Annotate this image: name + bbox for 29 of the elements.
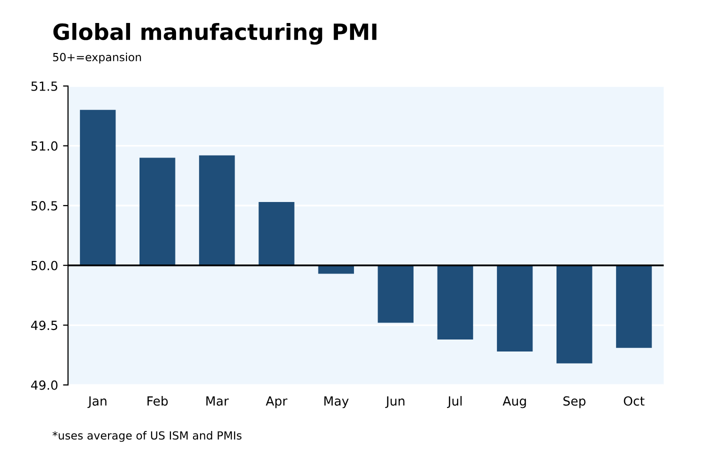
bar bbox=[496, 265, 533, 352]
bar bbox=[318, 265, 354, 274]
bar bbox=[616, 265, 652, 348]
x-tick-label: Aug bbox=[502, 396, 526, 408]
text: *uses average of US ISM and PMIs bbox=[52, 431, 242, 442]
chart-subtitle: 50+=expansion bbox=[53, 52, 141, 64]
x-tick-label: Jun bbox=[385, 396, 404, 408]
x-tick-label: Oct bbox=[624, 396, 644, 406]
x-tick-label: Apr bbox=[266, 396, 288, 408]
y-tick-label: 49.5 bbox=[31, 320, 58, 330]
y-tick-label: 49.0 bbox=[31, 380, 58, 390]
x-tick-label: May bbox=[324, 396, 349, 408]
bar bbox=[140, 158, 176, 266]
y-tick-label: 51.0 bbox=[31, 141, 58, 151]
x-tick-label: Jan bbox=[88, 396, 106, 408]
bar bbox=[80, 110, 116, 266]
x-tick-label: Sep bbox=[563, 396, 586, 408]
y-tick-label: 50.5 bbox=[31, 201, 58, 211]
x-tick-label: Mar bbox=[206, 396, 229, 406]
bar bbox=[258, 202, 294, 266]
bar bbox=[556, 265, 592, 364]
bar bbox=[378, 265, 414, 323]
y-tick-label: 51.5 bbox=[31, 82, 58, 91]
chart-title: Global manufacturing PMI bbox=[53, 22, 376, 45]
bar bbox=[199, 155, 235, 266]
x-tick-label: Jul bbox=[447, 396, 462, 408]
y-tick-label: 50.0 bbox=[31, 260, 58, 270]
bar bbox=[437, 265, 474, 340]
x-tick-label: Feb bbox=[148, 396, 168, 406]
